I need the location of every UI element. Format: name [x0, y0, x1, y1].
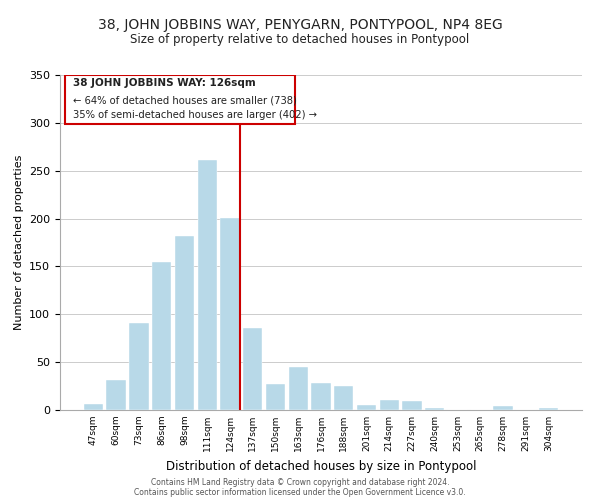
Bar [334, 386, 353, 410]
Bar [243, 328, 262, 410]
Bar [289, 367, 308, 410]
Bar [539, 408, 558, 410]
Text: 35% of semi-detached houses are larger (402) →: 35% of semi-detached houses are larger (… [73, 110, 317, 120]
X-axis label: Distribution of detached houses by size in Pontypool: Distribution of detached houses by size … [166, 460, 476, 472]
Bar [357, 405, 376, 410]
Text: 38 JOHN JOBBINS WAY: 126sqm: 38 JOHN JOBBINS WAY: 126sqm [73, 78, 256, 88]
Bar [129, 323, 149, 410]
Bar [220, 218, 239, 410]
Text: ← 64% of detached houses are smaller (738): ← 64% of detached houses are smaller (73… [73, 95, 297, 105]
Bar [380, 400, 399, 410]
Text: Contains public sector information licensed under the Open Government Licence v3: Contains public sector information licen… [134, 488, 466, 497]
Bar [152, 262, 172, 410]
Bar [197, 160, 217, 410]
Bar [266, 384, 285, 410]
FancyBboxPatch shape [65, 75, 295, 124]
Y-axis label: Number of detached properties: Number of detached properties [14, 155, 23, 330]
Bar [425, 408, 445, 410]
Bar [175, 236, 194, 410]
Text: Size of property relative to detached houses in Pontypool: Size of property relative to detached ho… [130, 32, 470, 46]
Bar [493, 406, 513, 410]
Text: Contains HM Land Registry data © Crown copyright and database right 2024.: Contains HM Land Registry data © Crown c… [151, 478, 449, 487]
Bar [84, 404, 103, 410]
Bar [311, 383, 331, 410]
Bar [106, 380, 126, 410]
Bar [403, 402, 422, 410]
Text: 38, JOHN JOBBINS WAY, PENYGARN, PONTYPOOL, NP4 8EG: 38, JOHN JOBBINS WAY, PENYGARN, PONTYPOO… [98, 18, 502, 32]
